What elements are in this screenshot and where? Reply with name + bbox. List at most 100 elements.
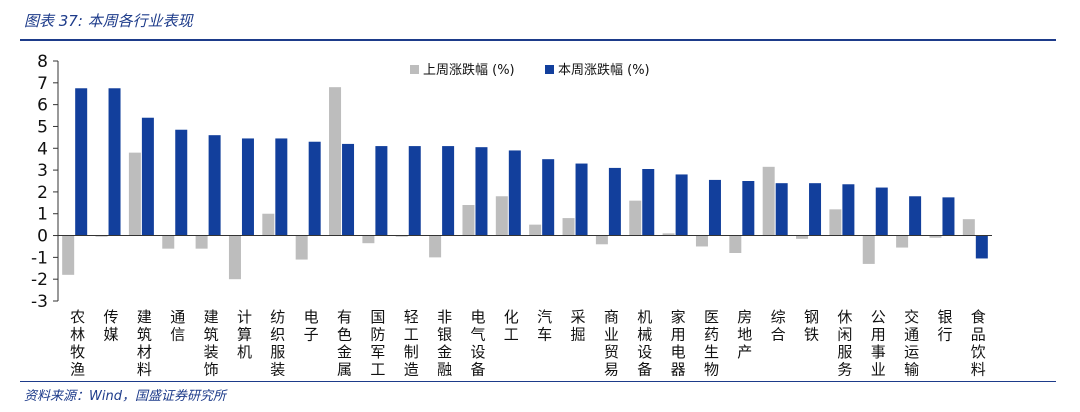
y-tick-label: 6: [37, 96, 48, 116]
bar-last-week-13: [462, 205, 475, 236]
legend-label-this-week: 本周涨跌幅 (%): [558, 62, 650, 78]
bar-last-week-24: [829, 209, 842, 236]
bar-last-week-7: [262, 213, 275, 236]
bar-this-week-5: [208, 135, 221, 236]
x-tick-label: 医药生物: [704, 308, 719, 379]
y-tick-label: -3: [31, 292, 48, 312]
bar-this-week-2: [108, 88, 121, 236]
bar-this-week-14: [508, 150, 521, 236]
x-tick-label: 汽车: [537, 308, 552, 344]
x-tick-label: 综合: [771, 308, 786, 344]
bar-last-week-28: [962, 219, 975, 236]
bar-this-week-8: [308, 141, 321, 236]
x-tick-label: 建筑装饰: [204, 308, 219, 379]
bar-this-week-3: [141, 117, 154, 236]
x-tick-label: 公用事业: [871, 308, 886, 379]
x-tick-label: 通信: [170, 308, 185, 344]
bar-last-week-3: [128, 152, 141, 236]
bar-this-week-21: [742, 181, 755, 236]
bar-this-week-23: [809, 183, 822, 236]
source-note: 资料来源：Wind，国盛证券研究所: [24, 389, 226, 404]
bar-last-week-25: [862, 235, 875, 264]
bar-this-week-1: [75, 88, 88, 236]
x-tick-label: 休闲服务: [837, 308, 852, 379]
bars: [62, 87, 988, 280]
bar-this-week-20: [708, 179, 721, 236]
x-tick-label: 采掘: [571, 308, 586, 344]
x-tick-label: 建筑材料: [137, 308, 152, 379]
x-tick-label: 电气设备: [470, 308, 485, 379]
x-tick-label: 化工: [504, 308, 519, 344]
bar-last-week-26: [896, 235, 909, 248]
y-tick-label: 8: [37, 52, 48, 72]
y-tick-label: 3: [37, 161, 48, 181]
bar-last-week-10: [362, 235, 375, 244]
bar-this-week-22: [775, 183, 788, 236]
bar-this-week-24: [842, 184, 855, 236]
x-tick-label: 家用电器: [671, 308, 686, 379]
x-tick-label: 房地产: [737, 308, 752, 361]
bar-this-week-25: [875, 187, 888, 236]
bar-last-week-12: [429, 235, 442, 258]
x-tick-label: 农林牧渔: [70, 308, 85, 379]
bar-last-week-23: [796, 235, 809, 239]
figure-title: 图表 37: 本周各行业表现: [24, 12, 193, 30]
bar-last-week-4: [162, 235, 175, 249]
bar-last-week-9: [329, 87, 342, 236]
bar-last-week-14: [495, 196, 508, 236]
bar-last-week-21: [729, 235, 742, 253]
bar-last-week-8: [295, 235, 308, 260]
bar-last-week-27: [929, 235, 942, 238]
y-tick-label: 7: [37, 74, 48, 94]
bottom-rule: [20, 381, 1056, 382]
bar-last-week-17: [595, 235, 608, 245]
x-tick-label: 交通运输: [904, 308, 919, 379]
bar-this-week-10: [375, 146, 388, 236]
bar-this-week-18: [642, 169, 655, 236]
bar-last-week-19: [662, 233, 675, 236]
top-rule: [20, 39, 1056, 41]
bar-this-week-27: [942, 197, 955, 236]
x-tick-label: 有色金属: [337, 308, 352, 379]
y-tick-label: 5: [37, 117, 48, 137]
bar-this-week-19: [675, 174, 688, 236]
bar-last-week-15: [529, 224, 542, 236]
bar-this-week-16: [575, 163, 588, 236]
x-axis-labels: 农林牧渔 传媒 建筑材料 通信 建筑装饰 计算机 纺织服装 电子 有色金属 国防军工 轻工制造 非银金…: [70, 308, 986, 379]
x-tick-label: 纺织服装: [270, 308, 285, 379]
y-tick-label: 0: [37, 227, 48, 247]
bar-this-week-6: [241, 138, 254, 236]
bar-this-week-26: [909, 196, 922, 236]
x-tick-label: 银行: [937, 308, 952, 344]
bar-last-week-16: [562, 218, 575, 236]
bar-last-week-22: [762, 166, 775, 236]
bar-last-week-18: [629, 200, 642, 236]
bar-this-week-17: [608, 167, 621, 236]
bar-this-week-9: [342, 143, 355, 236]
bar-last-week-2: [95, 235, 108, 237]
x-tick-label: 非银金融: [437, 308, 452, 379]
bar-this-week-7: [275, 138, 288, 236]
bar-last-week-11: [395, 235, 408, 237]
legend: 上周涨跌幅 (%) 本周涨跌幅 (%): [410, 62, 650, 78]
y-tick-label: 1: [37, 205, 48, 225]
y-tick-label: -2: [31, 270, 48, 290]
x-tick-label: 钢铁: [804, 308, 819, 344]
bar-this-week-4: [175, 129, 188, 236]
bar-last-week-1: [62, 235, 75, 275]
x-tick-label: 传媒: [104, 308, 119, 344]
x-tick-label: 电子: [304, 308, 319, 344]
x-tick-label: 轻工制造: [404, 308, 419, 379]
bar-last-week-5: [195, 235, 208, 249]
bar-last-week-20: [695, 235, 708, 247]
y-tick-label: -1: [31, 248, 48, 268]
y-tick-label: 2: [37, 183, 48, 203]
y-tick-label: 4: [37, 139, 48, 159]
bar-this-week-28: [975, 235, 988, 259]
bar-this-week-13: [475, 147, 488, 236]
x-tick-label: 计算机: [237, 308, 252, 361]
x-tick-label: 国防军工: [370, 308, 385, 379]
legend-swatch-this-week: [545, 65, 554, 74]
